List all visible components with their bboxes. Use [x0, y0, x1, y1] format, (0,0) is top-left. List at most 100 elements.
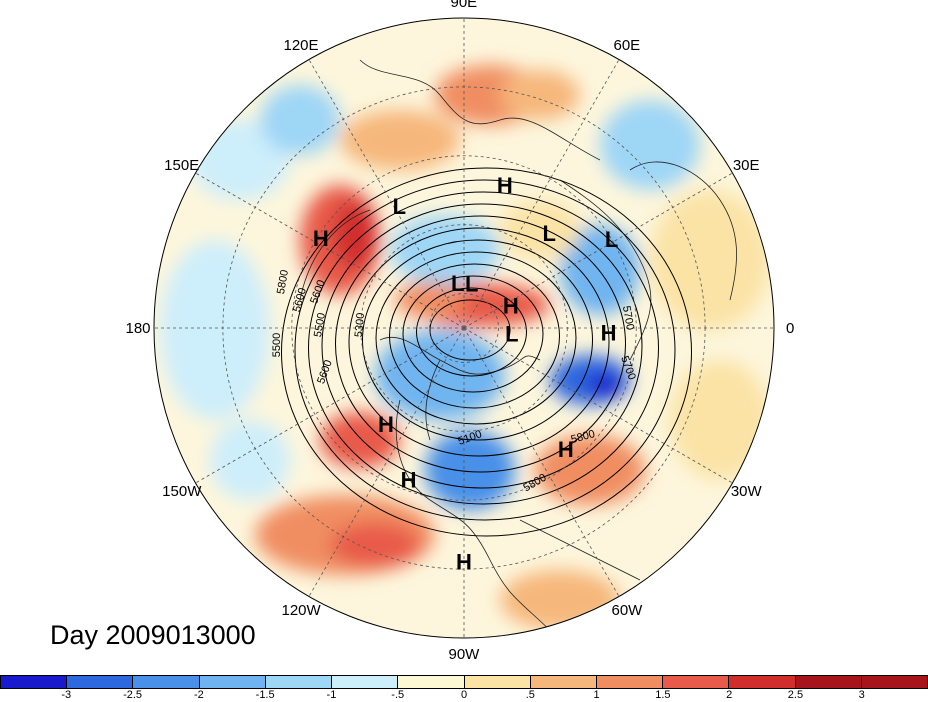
colorbar-tick-label: 3 [858, 689, 865, 701]
contour-label: 5800 [275, 269, 291, 295]
day-label: Day 2009013000 [50, 620, 256, 650]
low-pressure-label: L [605, 227, 618, 252]
colorbar-box [663, 675, 730, 689]
anomaly-patch [535, 435, 645, 505]
longitude-label: 120E [283, 37, 319, 55]
map-border [153, 17, 775, 639]
high-pressure-label: H [558, 437, 574, 462]
height-contour [402, 275, 544, 393]
height-contour [375, 251, 577, 425]
coastline [519, 519, 641, 581]
colorbar-box [199, 675, 266, 689]
high-pressure-label: H [456, 550, 472, 575]
colorbar-box [530, 675, 597, 689]
meridian-line [463, 327, 620, 597]
longitude-label: 90E [450, 0, 478, 11]
meridian-line [308, 59, 465, 329]
graticule [154, 18, 774, 638]
low-pressure-label: L [451, 271, 464, 296]
colorbar-tick-label: 2 [726, 689, 733, 701]
colorbar-box [464, 675, 531, 689]
anomaly-patch [375, 330, 505, 420]
low-pressure-label: L [543, 221, 556, 246]
contour-label: 5500 [271, 333, 283, 357]
colorbar-box [795, 675, 862, 689]
height-contour [281, 167, 692, 537]
meridian-line [195, 327, 465, 484]
height-contour [308, 191, 659, 505]
meridian-line [308, 327, 465, 597]
high-pressure-label: H [313, 226, 329, 251]
anomaly-patch [670, 360, 770, 480]
anomaly-patch [160, 240, 270, 420]
anomaly-patch [500, 70, 580, 120]
height-contour [389, 263, 560, 409]
colorbar-tick-label: -3 [61, 689, 72, 701]
meridian-line [463, 59, 620, 329]
colorbar-tick-label: -1.5 [255, 689, 275, 701]
anomaly-patch [260, 85, 340, 155]
high-pressure-label: H [497, 173, 513, 198]
longitude-label: 30E [732, 156, 760, 174]
colorbar-tick-label: .5 [525, 689, 535, 701]
colorbar-box [729, 675, 796, 689]
colorbar-tick-label: 0 [460, 689, 468, 701]
coastline [379, 336, 541, 375]
colorbar-tick-label: 2.5 [787, 689, 804, 701]
anomaly-patch [330, 523, 420, 567]
low-pressure-label: L [505, 321, 518, 346]
height-contour [348, 227, 610, 457]
height-contour [362, 239, 593, 441]
colorbar-box [133, 675, 200, 689]
height-contour [321, 203, 643, 489]
contour-label: 5700 [620, 305, 636, 331]
latitude-circle [429, 293, 499, 363]
anomaly-patch [395, 282, 465, 318]
high-pressure-label: H [503, 294, 519, 319]
colorbar [0, 675, 928, 689]
high-pressure-label: H [378, 412, 394, 437]
longitude-label: 60W [611, 601, 643, 619]
meridian-line [463, 327, 733, 484]
anomaly-patch [600, 100, 700, 190]
height-contour [416, 287, 527, 377]
colorbar-tick-label: -2 [193, 689, 204, 701]
colorbar-tick-label: -2.5 [123, 689, 143, 701]
longitude-label: 150E [164, 156, 200, 174]
anomaly-patch [500, 200, 580, 260]
longitude-label: 0 [786, 319, 795, 337]
contour-label: 5300 [353, 312, 367, 337]
low-pressure-label: L [465, 271, 478, 296]
colorbar-box [67, 675, 134, 689]
longitude-label: 60E [613, 37, 641, 55]
coastline [629, 161, 737, 301]
contour-label: 5500 [312, 312, 328, 338]
colorbar-tick-label: -1 [326, 689, 337, 701]
colorbar-box [596, 675, 664, 689]
meridian-line [463, 172, 733, 329]
height-contour [294, 179, 676, 521]
colorbar-box [265, 675, 333, 689]
colorbar-tick-label: -.5 [391, 689, 405, 701]
colorbar-box [861, 675, 928, 689]
colorbar-tick-label: 1 [593, 689, 600, 701]
anomaly-patch [650, 190, 770, 330]
colorbar-tick-label: 1.5 [655, 689, 671, 701]
height-contour [335, 215, 626, 473]
anomaly-patch [340, 110, 460, 170]
coastline [299, 209, 371, 301]
anomaly-patch [320, 412, 400, 468]
anomaly-patch [425, 430, 515, 510]
meridian-line [195, 172, 465, 329]
anomaly-patch [390, 215, 500, 285]
longitude-label: 150W [162, 482, 202, 500]
high-pressure-label: H [401, 468, 417, 493]
height-contour [429, 299, 511, 361]
longitude-label: 30W [730, 482, 762, 500]
longitude-label: 90W [448, 645, 480, 663]
anomaly-patch [210, 420, 290, 500]
height-contours [281, 167, 692, 537]
longitude-label: 180 [125, 319, 151, 337]
longitude-label: 120W [281, 601, 321, 619]
